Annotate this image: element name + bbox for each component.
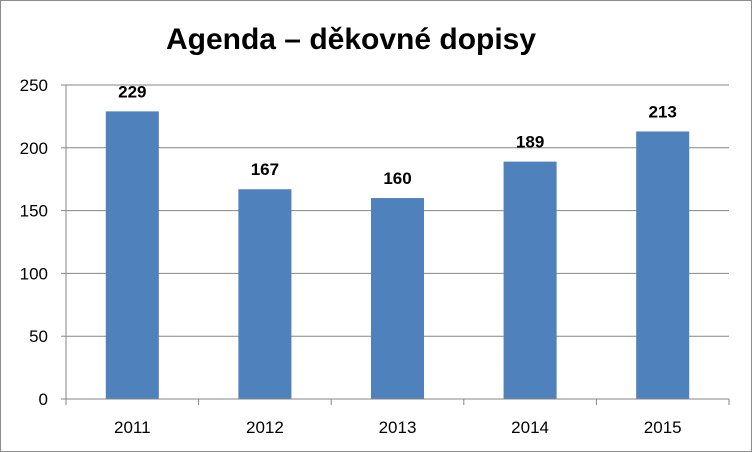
data-label: 160 (383, 169, 411, 188)
y-tick-label: 250 (20, 76, 48, 95)
bar-2015 (636, 131, 690, 400)
bars (105, 111, 690, 400)
x-tick-label: 2015 (644, 418, 682, 437)
data-label: 167 (251, 160, 279, 179)
bar-2012 (238, 189, 292, 399)
axes (61, 84, 730, 405)
bar-2014 (503, 161, 557, 399)
y-tick-label: 50 (29, 327, 48, 346)
y-tick-label: 0 (39, 390, 48, 409)
data-label: 213 (649, 102, 677, 121)
y-tick-label: 100 (20, 264, 48, 283)
data-label: 229 (118, 82, 146, 101)
x-tick-label: 2013 (379, 418, 417, 437)
x-tick-label: 2012 (246, 418, 284, 437)
labels: 0 50 100 150 200 250 229 2011 167 2012 160 2013 189 2… (20, 76, 682, 437)
x-tick-label: 2014 (511, 418, 549, 437)
bar-2013 (370, 198, 425, 399)
x-tick-label: 2011 (114, 418, 151, 437)
data-label: 189 (516, 133, 544, 152)
y-tick-label: 150 (20, 202, 48, 221)
chart-title: Agenda – děkovné dopisy (165, 23, 537, 56)
bar-2011 (105, 111, 159, 399)
y-tick-label: 200 (20, 139, 48, 158)
